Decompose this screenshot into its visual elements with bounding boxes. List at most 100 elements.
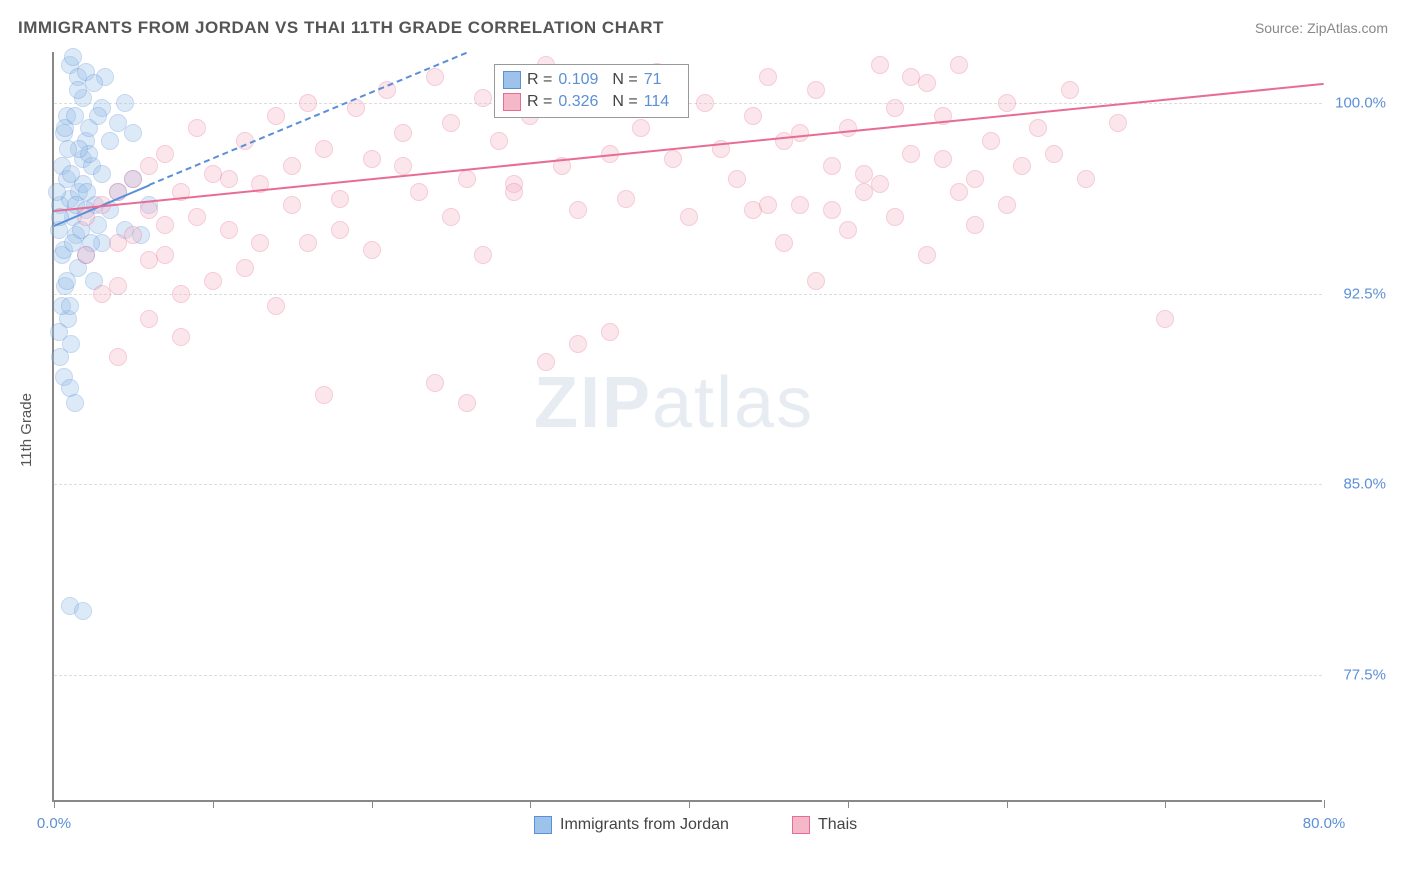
scatter-point-jordan	[66, 394, 84, 412]
scatter-point-thais	[156, 216, 174, 234]
scatter-point-thais	[220, 221, 238, 239]
x-tick	[54, 800, 55, 808]
scatter-point-thais	[109, 348, 127, 366]
scatter-point-jordan	[85, 74, 103, 92]
scatter-point-thais	[918, 246, 936, 264]
scatter-point-thais	[569, 201, 587, 219]
legend-jordan: Immigrants from Jordan	[534, 816, 729, 834]
scatter-point-jordan	[59, 140, 77, 158]
y-tick-label: 85.0%	[1326, 476, 1386, 493]
scatter-point-thais	[982, 132, 1000, 150]
scatter-point-thais	[950, 56, 968, 74]
scatter-point-thais	[505, 183, 523, 201]
n-label: N =	[612, 93, 637, 111]
scatter-point-thais	[918, 74, 936, 92]
scatter-point-thais	[188, 119, 206, 137]
scatter-point-thais	[299, 234, 317, 252]
y-tick-label: 92.5%	[1326, 285, 1386, 302]
scatter-point-thais	[77, 246, 95, 264]
scatter-point-jordan	[89, 107, 107, 125]
scatter-point-thais	[363, 150, 381, 168]
scatter-point-thais	[759, 196, 777, 214]
r-label: R =	[527, 71, 552, 89]
scatter-point-thais	[823, 201, 841, 219]
gridline	[54, 294, 1322, 295]
scatter-point-thais	[363, 241, 381, 259]
y-axis-label: 11th Grade	[18, 393, 35, 467]
scatter-point-jordan	[101, 132, 119, 150]
scatter-point-thais	[331, 221, 349, 239]
scatter-point-thais	[1061, 81, 1079, 99]
source-link[interactable]: ZipAtlas.com	[1307, 20, 1388, 36]
scatter-point-thais	[759, 68, 777, 86]
scatter-plot: ZIPatlas 77.5%85.0%92.5%100.0%0.0%80.0%R…	[52, 52, 1322, 802]
legend-swatch-jordan	[534, 816, 552, 834]
scatter-point-thais	[442, 208, 460, 226]
scatter-point-thais	[950, 183, 968, 201]
scatter-point-thais	[267, 107, 285, 125]
x-tick	[689, 800, 690, 808]
scatter-point-thais	[601, 323, 619, 341]
scatter-point-thais	[267, 297, 285, 315]
chart-title: IMMIGRANTS FROM JORDAN VS THAI 11TH GRAD…	[18, 18, 664, 38]
stats-row-jordan: R =0.109N =71	[503, 69, 680, 91]
scatter-point-thais	[442, 114, 460, 132]
legend-label-jordan: Immigrants from Jordan	[560, 816, 729, 834]
scatter-point-thais	[156, 145, 174, 163]
stats-box: R =0.109N =71R =0.326N =114	[494, 64, 689, 118]
scatter-point-thais	[220, 170, 238, 188]
scatter-point-thais	[886, 99, 904, 117]
scatter-point-thais	[886, 208, 904, 226]
scatter-point-thais	[807, 272, 825, 290]
scatter-point-jordan	[66, 107, 84, 125]
scatter-point-thais	[1013, 157, 1031, 175]
scatter-point-thais	[93, 285, 111, 303]
scatter-point-thais	[871, 56, 889, 74]
scatter-point-jordan	[116, 94, 134, 112]
scatter-point-thais	[966, 216, 984, 234]
scatter-point-thais	[1156, 310, 1174, 328]
scatter-point-thais	[283, 196, 301, 214]
x-tick	[530, 800, 531, 808]
legend-label-thais: Thais	[818, 816, 857, 834]
swatch-thais	[503, 93, 521, 111]
scatter-point-jordan	[61, 297, 79, 315]
scatter-point-jordan	[48, 183, 66, 201]
scatter-point-jordan	[93, 165, 111, 183]
scatter-point-thais	[839, 221, 857, 239]
title-bar: IMMIGRANTS FROM JORDAN VS THAI 11TH GRAD…	[18, 18, 1388, 38]
scatter-point-thais	[394, 157, 412, 175]
scatter-point-jordan	[50, 323, 68, 341]
scatter-point-jordan	[62, 165, 80, 183]
scatter-point-thais	[458, 170, 476, 188]
scatter-point-thais	[124, 170, 142, 188]
scatter-point-thais	[902, 145, 920, 163]
x-tick-label: 0.0%	[37, 815, 71, 832]
scatter-point-thais	[172, 328, 190, 346]
gridline	[54, 484, 1322, 485]
r-value-thais: 0.326	[558, 93, 606, 111]
scatter-point-thais	[998, 196, 1016, 214]
scatter-point-jordan	[51, 348, 69, 366]
x-tick	[1324, 800, 1325, 808]
scatter-point-thais	[569, 335, 587, 353]
scatter-point-thais	[299, 94, 317, 112]
scatter-point-thais	[490, 132, 508, 150]
scatter-point-jordan	[74, 602, 92, 620]
gridline	[54, 675, 1322, 676]
y-tick-label: 100.0%	[1326, 94, 1386, 111]
scatter-point-thais	[474, 89, 492, 107]
legend-swatch-thais	[792, 816, 810, 834]
swatch-jordan	[503, 71, 521, 89]
source: Source: ZipAtlas.com	[1255, 20, 1388, 36]
scatter-point-thais	[696, 94, 714, 112]
x-tick	[1007, 800, 1008, 808]
scatter-point-thais	[140, 201, 158, 219]
scatter-point-thais	[617, 190, 635, 208]
scatter-point-thais	[251, 234, 269, 252]
scatter-point-thais	[823, 157, 841, 175]
stats-row-thais: R =0.326N =114	[503, 91, 680, 113]
scatter-point-thais	[680, 208, 698, 226]
scatter-point-thais	[728, 170, 746, 188]
scatter-point-thais	[410, 183, 428, 201]
